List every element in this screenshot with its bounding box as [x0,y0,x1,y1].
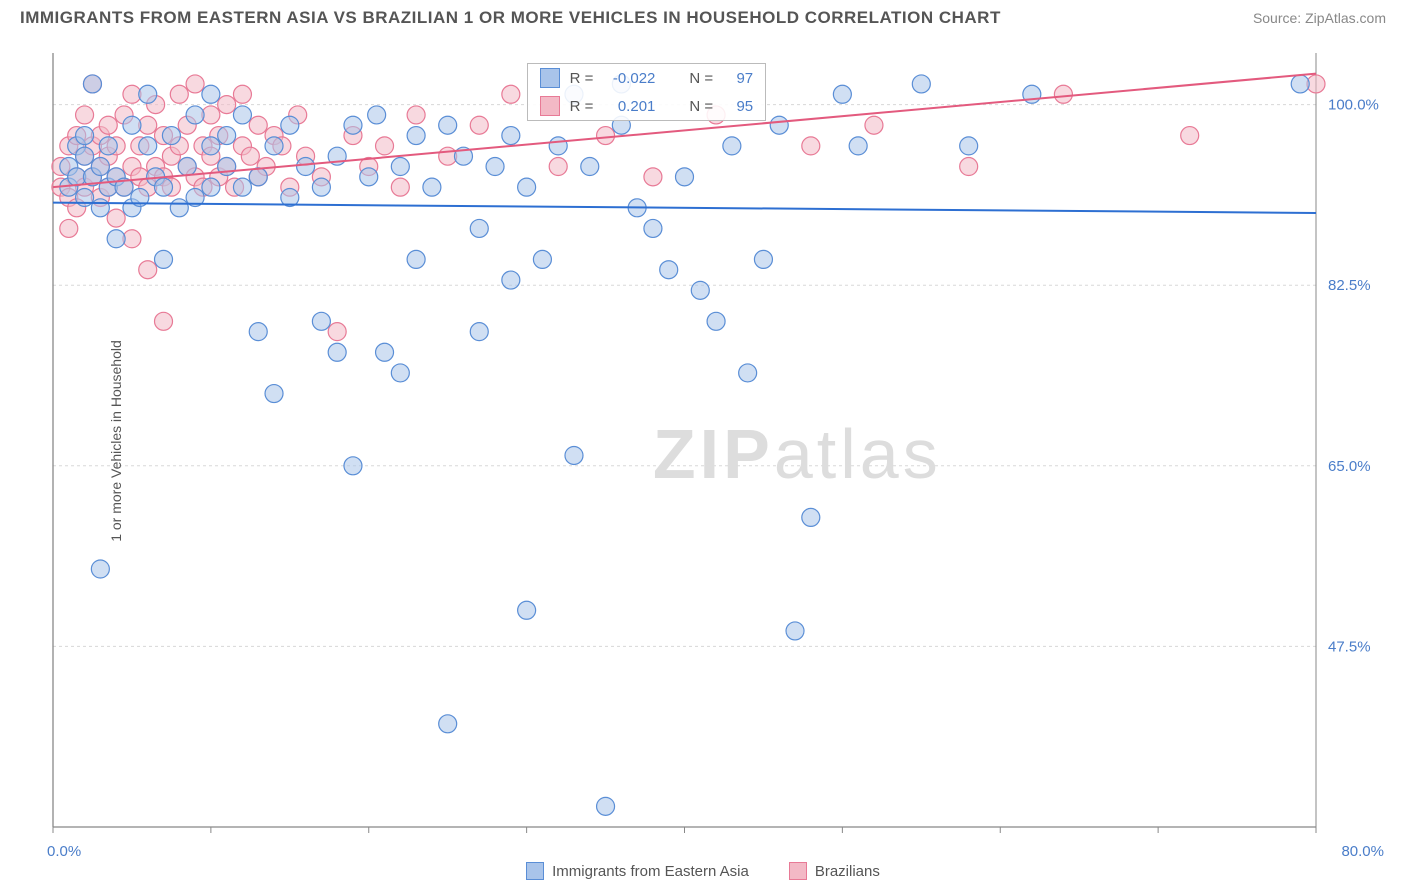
legend-swatch-icon [526,862,544,880]
source-attribution: Source: ZipAtlas.com [1253,10,1386,26]
chart-header: IMMIGRANTS FROM EASTERN ASIA VS BRAZILIA… [0,0,1406,32]
svg-text:65.0%: 65.0% [1328,458,1371,475]
correlation-stats-box: R =-0.022N =97R =0.201N =95 [527,63,767,121]
y-axis-label: 1 or more Vehicles in Household [108,340,124,542]
svg-text:47.5%: 47.5% [1328,638,1371,655]
legend-label: Brazilians [815,863,880,880]
legend-item-series2: Brazilians [789,862,880,880]
legend: Immigrants from Eastern Asia Brazilians [0,862,1406,880]
chart-title: IMMIGRANTS FROM EASTERN ASIA VS BRAZILIA… [20,8,1001,28]
x-min-label: 0.0% [47,843,81,860]
svg-text:100.0%: 100.0% [1328,97,1379,114]
svg-text:82.5%: 82.5% [1328,277,1371,294]
stat-swatch-icon [540,96,560,116]
scatter-chart-svg: 47.5% 65.0% 82.5% 100.0% [45,45,1386,835]
legend-swatch-icon [789,862,807,880]
x-axis-end-labels: 0.0% 80.0% [45,843,1386,860]
legend-item-series1: Immigrants from Eastern Asia [526,862,749,880]
chart-area: 1 or more Vehicles in Household 47.5% 65.… [45,45,1386,837]
stat-swatch-icon [540,68,560,88]
stat-row: R =-0.022N =97 [528,64,766,92]
legend-label: Immigrants from Eastern Asia [552,863,749,880]
x-max-label: 80.0% [1341,843,1384,860]
stat-row: R =0.201N =95 [528,92,766,120]
